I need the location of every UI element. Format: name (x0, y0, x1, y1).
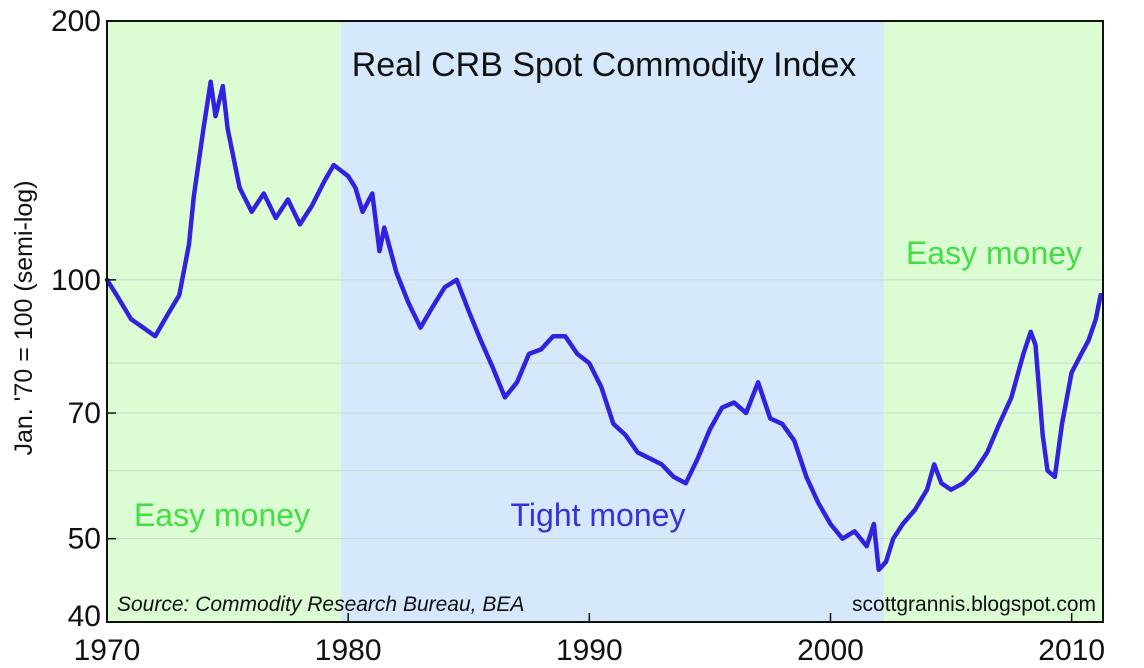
chart-title: Real CRB Spot Commodity Index (352, 46, 857, 84)
plot-frame (106, 20, 1104, 623)
y-axis-label: Jan. '70 = 100 (semi-log) (10, 180, 38, 455)
y-tick-label-50: 50 (68, 523, 101, 556)
grid-layer (107, 279, 1103, 540)
y-tick-label-100: 100 (51, 264, 101, 297)
region-label-3: Easy money (906, 235, 1082, 271)
y-tick-label-200: 200 (51, 5, 101, 38)
region-label-1: Easy money (134, 497, 310, 533)
x-tick-label-1970: 1970 (74, 634, 141, 667)
x-tick-label-2010: 2010 (1038, 634, 1105, 667)
source-note: Source: Commodity Research Bureau, BEA (117, 593, 524, 616)
series-line-1 (104, 79, 1103, 573)
x-tick-label-2000: 2000 (797, 634, 864, 667)
region-band-3 (883, 21, 1103, 622)
region-band-2 (340, 21, 884, 622)
credit-note: scottgrannis.blogspot.com (852, 593, 1096, 616)
y-tick-label-70: 70 (68, 397, 101, 430)
series-layer (104, 79, 1103, 573)
region-label-2: Tight money (511, 497, 686, 533)
x-tick-label-1980: 1980 (315, 634, 382, 667)
region-band-1 (107, 21, 341, 622)
x-tick-label-1990: 1990 (556, 634, 623, 667)
regions-layer: Easy money Tight money Easy money (107, 21, 1103, 622)
ticks-layer: 1970 1980 1990 2000 2010 40 50 70 100 200 (51, 5, 1105, 667)
y-tick-label-40: 40 (68, 600, 101, 633)
